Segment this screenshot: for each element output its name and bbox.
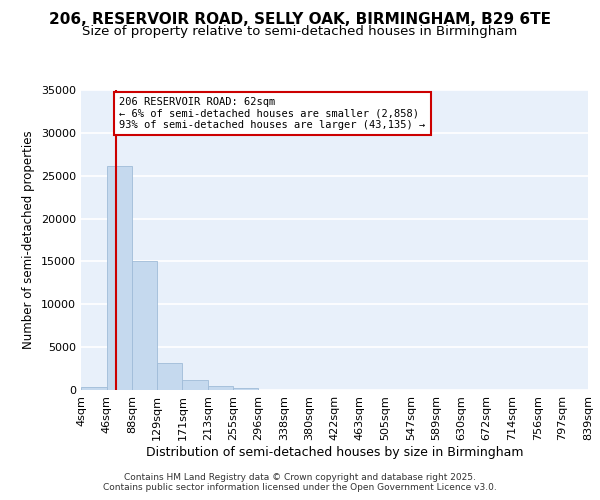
Bar (81, 386, 107, 390)
Text: Size of property relative to semi-detached houses in Birmingham: Size of property relative to semi-detach… (82, 25, 518, 38)
Y-axis label: Number of semi-detached properties: Number of semi-detached properties (22, 130, 35, 350)
Text: 206 RESERVOIR ROAD: 62sqm
← 6% of semi-detached houses are smaller (2,858)
93% o: 206 RESERVOIR ROAD: 62sqm ← 6% of semi-d… (119, 97, 425, 130)
Bar (157, 362, 182, 390)
Bar (107, 166, 132, 390)
Bar (182, 380, 208, 390)
Bar (208, 386, 233, 390)
Text: 206, RESERVOIR ROAD, SELLY OAK, BIRMINGHAM, B29 6TE: 206, RESERVOIR ROAD, SELLY OAK, BIRMINGH… (49, 12, 551, 28)
X-axis label: Distribution of semi-detached houses by size in Birmingham: Distribution of semi-detached houses by … (146, 446, 523, 458)
Bar (132, 260, 157, 390)
Text: Contains HM Land Registry data © Crown copyright and database right 2025.
Contai: Contains HM Land Registry data © Crown c… (103, 473, 497, 492)
Bar (233, 388, 258, 390)
